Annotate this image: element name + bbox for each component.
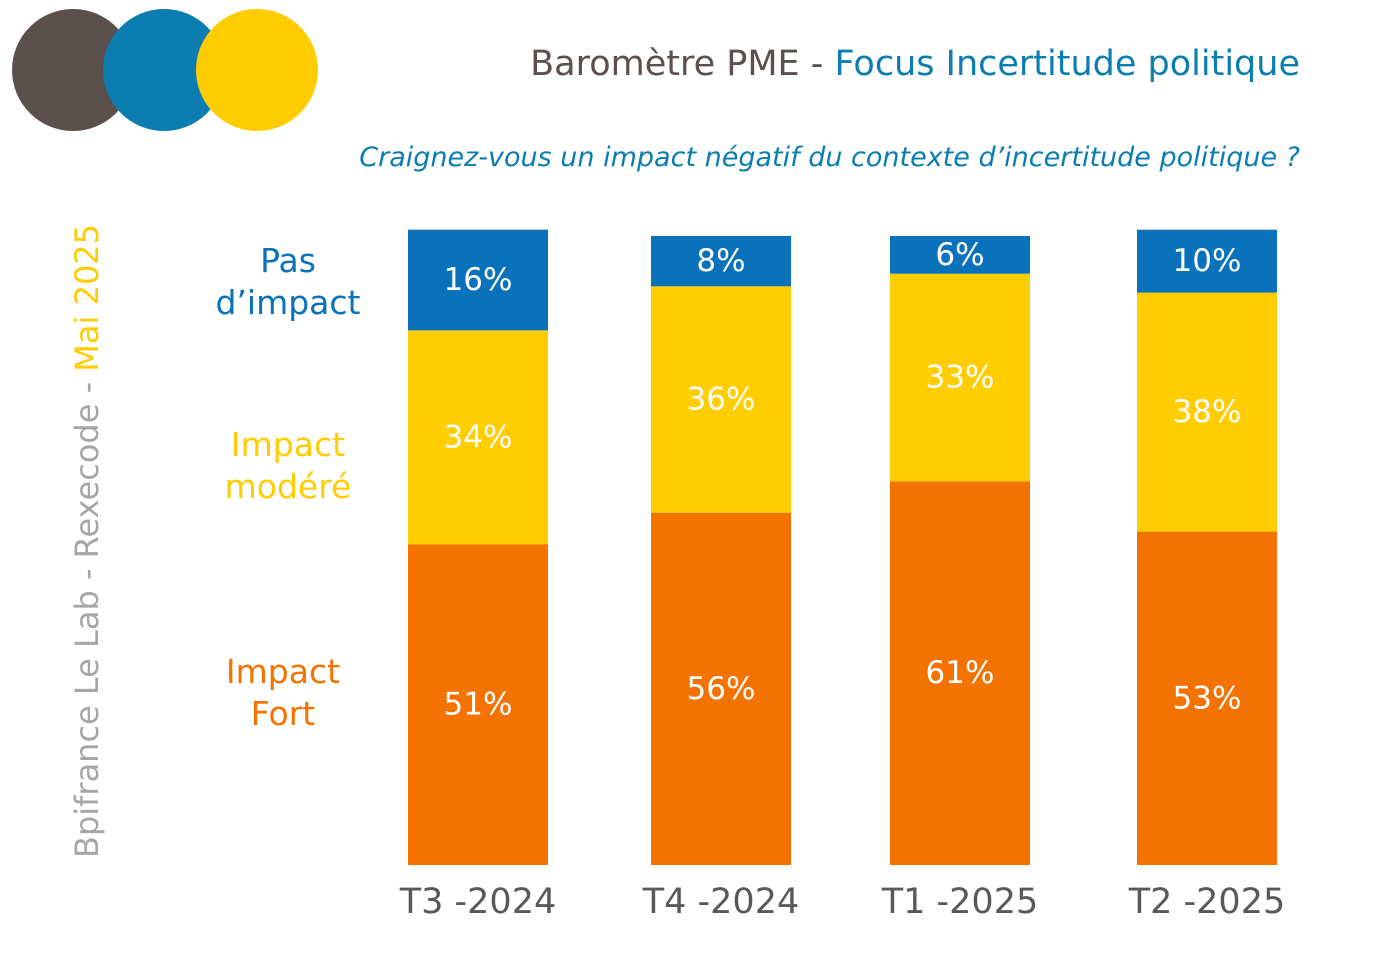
- legend-impact-fort-line1: Impact: [225, 652, 341, 691]
- bar-segment-impact-fort-1: [408, 544, 548, 865]
- data-label-impact-modere-2: 36%: [687, 382, 756, 418]
- title-focus: Focus Incertitude politique: [834, 44, 1300, 84]
- bar-segment-pas-impact-2: [651, 236, 791, 287]
- data-label-impact-modere-3: 33%: [926, 360, 995, 396]
- x-tick-label-2: T4 -2024: [642, 882, 799, 922]
- legend-pas-impact-line2: d’impact: [215, 283, 361, 322]
- logo-circle-yellow: [196, 9, 318, 131]
- data-label-pas-impact-4: 10%: [1173, 243, 1242, 279]
- data-label-pas-impact-3: 6%: [935, 237, 984, 273]
- x-tick-label-4: T2 -2025: [1128, 882, 1285, 922]
- title-barometre: Baromètre PME -: [530, 44, 835, 84]
- legend-pas-impact-line1: Pas: [260, 241, 316, 280]
- legend-impact-fort: Impact Fort: [183, 651, 383, 735]
- data-label-impact-fort-3: 61%: [926, 655, 995, 691]
- bar-segment-impact-fort-2: [651, 512, 791, 865]
- page-title: Baromètre PME - Focus Incertitude politi…: [530, 44, 1300, 84]
- data-label-impact-fort-1: 51%: [444, 687, 513, 723]
- bar-segment-impact-fort-4: [1137, 531, 1277, 865]
- bar-segment-impact-fort-3: [890, 481, 1030, 865]
- legend-impact-modere: Impact modéré: [188, 424, 388, 508]
- x-tick-label-1: T3 -2024: [399, 882, 556, 922]
- bar-segment-impact-modere-2: [651, 286, 791, 513]
- legend-impact-fort-line2: Fort: [250, 694, 316, 733]
- data-label-pas-impact-2: 8%: [696, 243, 745, 279]
- bar-segment-pas-impact-3: [890, 236, 1030, 274]
- data-label-pas-impact-1: 16%: [444, 262, 513, 298]
- legend-pas-impact: Pas d’impact: [188, 240, 388, 324]
- bar-segment-pas-impact-4: [1137, 229, 1277, 293]
- bar-segment-pas-impact-1: [408, 229, 548, 331]
- data-label-impact-fort-4: 53%: [1173, 680, 1242, 716]
- bar-segment-impact-modere-3: [890, 273, 1030, 482]
- bar-segment-impact-modere-4: [1137, 292, 1277, 532]
- data-label-impact-modere-4: 38%: [1173, 394, 1242, 430]
- x-tick-label-3: T1 -2025: [881, 882, 1038, 922]
- legend-impact-modere-line2: modéré: [224, 467, 352, 506]
- data-label-impact-fort-2: 56%: [687, 671, 756, 707]
- bar-segment-impact-modere-1: [408, 330, 548, 545]
- chart-question: Craignez-vous un impact négatif du conte…: [359, 142, 1300, 173]
- legend-impact-modere-line1: Impact: [230, 425, 346, 464]
- data-label-impact-modere-1: 34%: [444, 419, 513, 455]
